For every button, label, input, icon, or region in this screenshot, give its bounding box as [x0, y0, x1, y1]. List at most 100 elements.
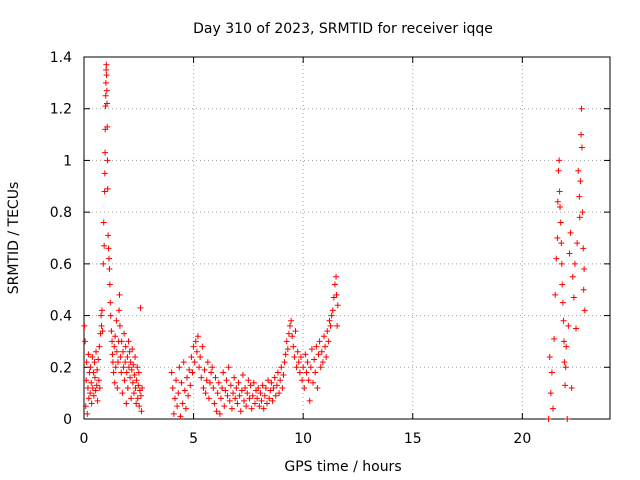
data-point [133, 377, 140, 384]
data-point [95, 377, 102, 384]
data-point [317, 364, 324, 371]
data-point [561, 359, 568, 366]
data-point [134, 364, 141, 371]
data-point [578, 105, 585, 112]
data-point [82, 338, 89, 345]
data-point [259, 382, 266, 389]
data-point [171, 395, 178, 402]
data-point [295, 359, 302, 366]
data-point [287, 322, 294, 329]
data-point [294, 348, 301, 355]
data-point [207, 379, 214, 386]
data-point [557, 219, 564, 226]
data-point [186, 366, 193, 373]
data-point [324, 328, 331, 335]
data-point [129, 346, 136, 353]
data-point [557, 203, 564, 210]
data-point [173, 377, 180, 384]
grid [84, 57, 610, 419]
data-point [133, 400, 140, 407]
data-point [87, 364, 94, 371]
data-point [215, 379, 222, 386]
data-point [297, 353, 304, 360]
data-point [264, 400, 271, 407]
data-point [103, 72, 110, 79]
data-point [83, 377, 90, 384]
data-point [300, 364, 307, 371]
data-point [251, 400, 258, 407]
data-point [234, 400, 241, 407]
data-point [239, 372, 246, 379]
data-point [273, 382, 280, 389]
data-point [198, 374, 205, 381]
data-point [225, 364, 232, 371]
data-point [305, 377, 312, 384]
data-points [81, 61, 588, 422]
data-point [130, 361, 137, 368]
data-point [119, 390, 126, 397]
data-point [334, 322, 341, 329]
y-tick-label: 0.8 [50, 205, 72, 221]
x-tick-label: 10 [294, 431, 312, 447]
data-point [188, 353, 195, 360]
data-point [282, 351, 289, 358]
data-point [176, 364, 183, 371]
data-point [101, 242, 108, 249]
data-point [85, 395, 92, 402]
data-point [220, 369, 227, 376]
data-point [177, 413, 184, 420]
data-point [216, 410, 223, 417]
data-point [128, 366, 135, 373]
data-point [301, 384, 308, 391]
data-point [308, 346, 315, 353]
data-point [314, 384, 321, 391]
data-point [558, 240, 565, 247]
data-point [545, 416, 552, 422]
data-point [123, 400, 130, 407]
data-point [168, 369, 175, 376]
data-point [571, 260, 578, 267]
data-point [299, 377, 306, 384]
data-point [105, 232, 112, 239]
data-point [574, 240, 581, 247]
data-point [579, 209, 586, 216]
plot-frame [83, 56, 611, 420]
data-point [238, 387, 245, 394]
data-point [90, 392, 97, 399]
data-point [122, 359, 129, 366]
data-point [289, 333, 296, 340]
data-point [223, 377, 230, 384]
data-point [562, 382, 569, 389]
data-point [112, 333, 119, 340]
data-point [293, 364, 300, 371]
x-tick-label: 15 [404, 431, 422, 447]
x-axis-label: GPS time / hours [284, 459, 401, 475]
data-point [292, 328, 299, 335]
data-point [187, 382, 194, 389]
data-point [573, 325, 580, 332]
data-point [548, 369, 555, 376]
x-tick-label: 20 [513, 431, 531, 447]
data-point [331, 281, 338, 288]
data-point [189, 369, 196, 376]
data-point [203, 377, 210, 384]
data-point [132, 353, 139, 360]
data-point [578, 144, 585, 151]
data-point [213, 408, 220, 415]
data-point [89, 384, 96, 391]
data-point [82, 403, 89, 410]
data-point [311, 356, 318, 363]
data-point [581, 307, 588, 314]
data-point [212, 374, 219, 381]
data-point [560, 338, 567, 345]
data-point [291, 353, 298, 360]
data-point [107, 299, 114, 306]
data-point [244, 390, 251, 397]
data-point [556, 157, 563, 164]
data-point [560, 317, 567, 324]
data-point [270, 384, 277, 391]
data-point [98, 307, 105, 314]
data-point [250, 379, 257, 386]
data-point [137, 392, 144, 399]
